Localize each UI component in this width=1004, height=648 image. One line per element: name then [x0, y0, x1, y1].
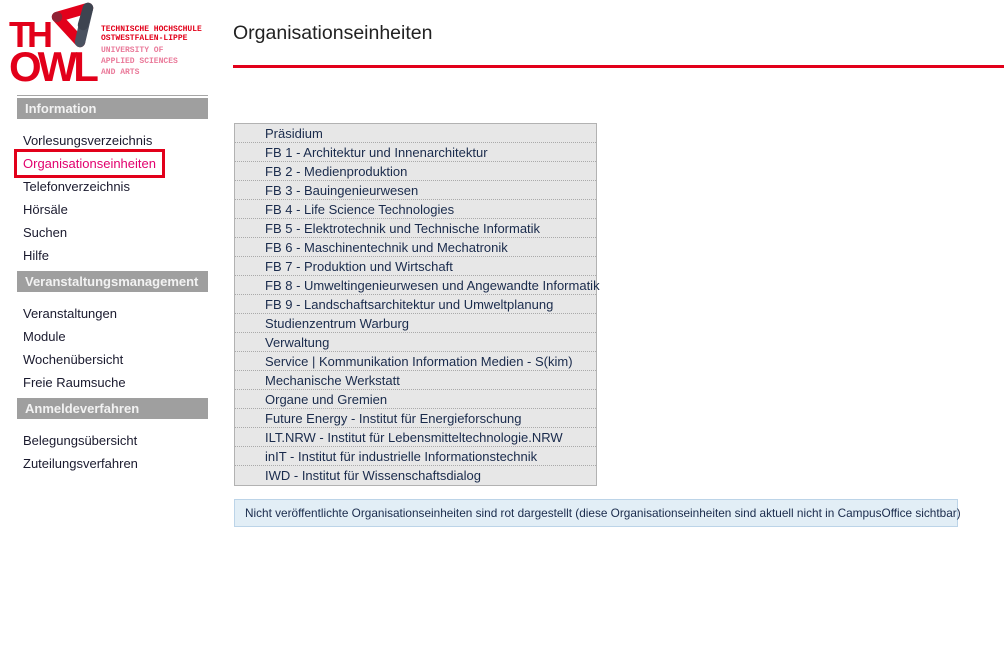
svg-text:OSTWESTFALEN-LIPPE: OSTWESTFALEN-LIPPE — [101, 34, 188, 43]
svg-text:APPLIED SCIENCES: APPLIED SCIENCES — [101, 57, 178, 66]
svg-text:AND ARTS: AND ARTS — [101, 68, 140, 77]
svg-text:UNIVERSITY OF: UNIVERSITY OF — [101, 46, 164, 55]
svg-text:OWL: OWL — [9, 43, 98, 90]
svg-text:TECHNISCHE HOCHSCHULE: TECHNISCHE HOCHSCHULE — [101, 25, 202, 34]
